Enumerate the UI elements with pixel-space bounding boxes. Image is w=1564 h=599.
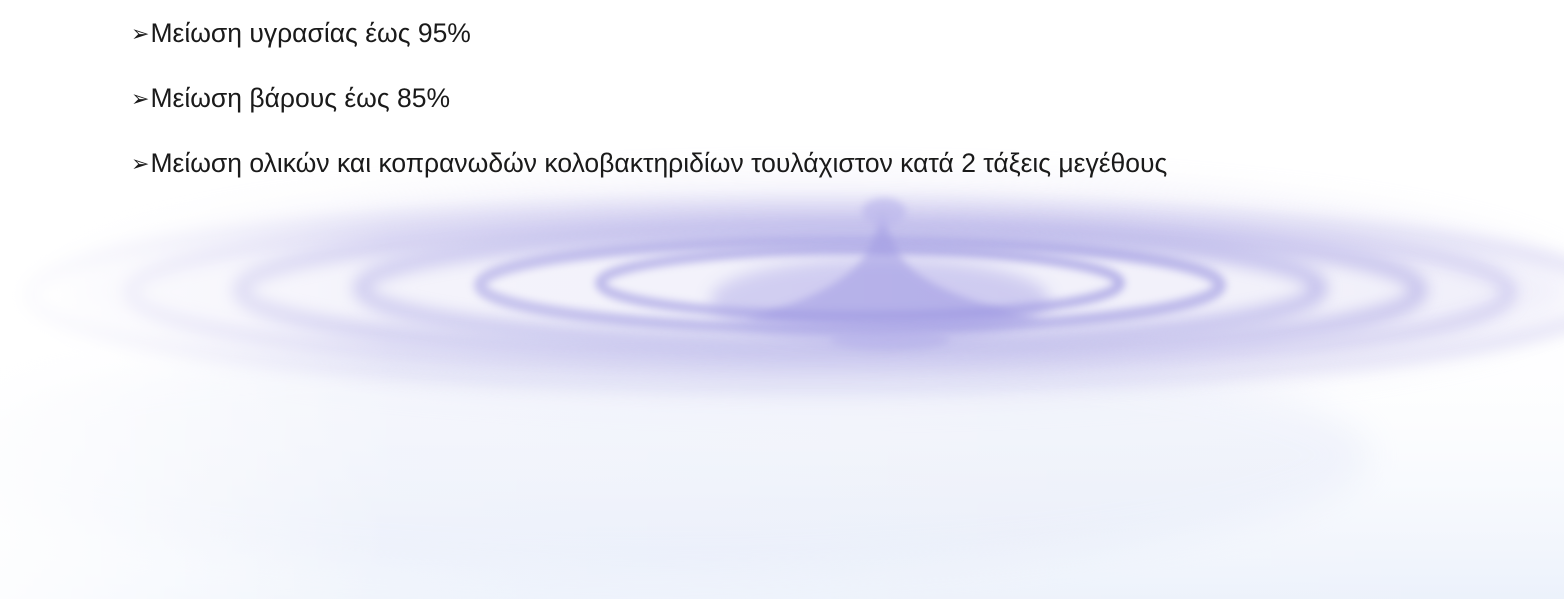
bullet-text: Μείωση βάρους έως 85% (150, 83, 451, 113)
bullet-text: Μείωση ολικών και κοπρανωδών κολοβακτηρι… (150, 148, 1168, 178)
list-item: ➢ Μείωση υγρασίας έως 95% (131, 18, 1167, 83)
list-item: ➢ Μείωση βάρους έως 85% (131, 83, 1167, 148)
arrow-bullet-icon: ➢ (131, 86, 150, 111)
bullet-list: ➢ Μείωση υγρασίας έως 95% ➢ Μείωση βάρου… (131, 18, 1167, 213)
arrow-bullet-icon: ➢ (131, 151, 150, 176)
bullet-text: Μείωση υγρασίας έως 95% (150, 18, 471, 48)
list-item: ➢ Μείωση ολικών και κοπρανωδών κολοβακτη… (131, 148, 1167, 213)
arrow-bullet-icon: ➢ (131, 21, 150, 46)
